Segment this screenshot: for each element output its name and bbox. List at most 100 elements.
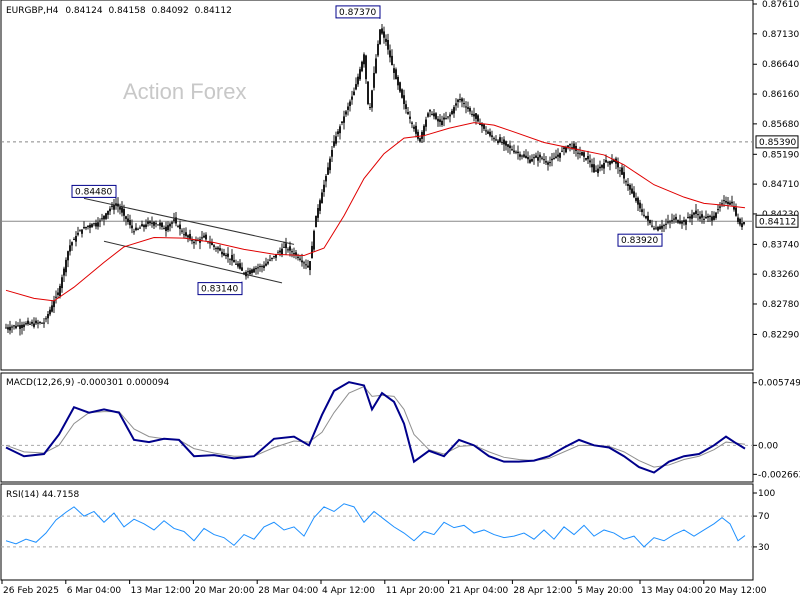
candle-body bbox=[405, 104, 407, 109]
candle-body bbox=[281, 248, 283, 255]
candle-body bbox=[603, 162, 605, 169]
candle bbox=[91, 223, 93, 228]
candle-body bbox=[337, 131, 339, 135]
candle bbox=[13, 324, 15, 330]
candle bbox=[23, 321, 25, 331]
candle-body bbox=[381, 28, 383, 34]
candle bbox=[217, 246, 219, 254]
candle bbox=[573, 141, 575, 154]
candle-body bbox=[277, 252, 279, 254]
candle bbox=[341, 121, 343, 126]
candle-body bbox=[553, 157, 555, 159]
candle bbox=[551, 153, 553, 167]
candle-body bbox=[295, 252, 297, 255]
candle-body bbox=[347, 106, 349, 110]
rsi-tick-label: 30 bbox=[758, 543, 770, 553]
candle-body bbox=[145, 224, 147, 228]
candle bbox=[343, 110, 345, 130]
candle-body bbox=[389, 50, 391, 58]
candle bbox=[469, 106, 471, 115]
candle-body bbox=[437, 118, 439, 122]
candle bbox=[167, 221, 169, 233]
candle bbox=[19, 318, 21, 336]
candle-body bbox=[449, 114, 451, 117]
price-annotation-box bbox=[617, 233, 663, 247]
candle bbox=[183, 227, 185, 239]
candle bbox=[325, 173, 327, 188]
price-annotation-label: 0.83140 bbox=[201, 285, 238, 295]
candle-body bbox=[213, 245, 215, 247]
candle-body bbox=[499, 137, 501, 142]
candle bbox=[21, 321, 23, 335]
candle bbox=[317, 204, 319, 222]
candle bbox=[433, 108, 435, 120]
candle-body bbox=[599, 166, 601, 169]
candle bbox=[219, 244, 221, 252]
candle bbox=[131, 219, 133, 234]
candle bbox=[379, 29, 381, 45]
candle bbox=[541, 156, 543, 161]
macd-signal-line bbox=[5, 385, 746, 468]
candle bbox=[59, 283, 61, 299]
candle-body bbox=[153, 221, 155, 226]
candle bbox=[589, 154, 591, 168]
candle-body bbox=[219, 248, 221, 251]
candle bbox=[225, 252, 227, 260]
candle-body bbox=[563, 147, 565, 150]
rsi-panel[interactable] bbox=[0, 483, 754, 581]
candle bbox=[185, 227, 187, 238]
candle bbox=[335, 131, 337, 146]
candle bbox=[651, 219, 653, 228]
candle-body bbox=[473, 114, 475, 117]
candle bbox=[413, 124, 415, 132]
candle bbox=[709, 214, 711, 222]
candle bbox=[637, 196, 639, 211]
candle bbox=[427, 111, 429, 118]
candle bbox=[503, 136, 505, 152]
candle bbox=[285, 237, 287, 255]
candle bbox=[377, 40, 379, 58]
candle bbox=[257, 263, 259, 275]
candle bbox=[521, 154, 523, 160]
candle bbox=[89, 222, 91, 234]
candle bbox=[93, 222, 95, 227]
candle-body bbox=[179, 224, 181, 229]
candle-body bbox=[547, 162, 549, 165]
candle-body bbox=[453, 107, 455, 114]
candle-body bbox=[185, 232, 187, 236]
candle-body bbox=[569, 143, 571, 146]
candle bbox=[671, 213, 673, 224]
candle bbox=[485, 126, 487, 136]
candle-body bbox=[249, 270, 251, 275]
candle bbox=[699, 211, 701, 222]
candle-body bbox=[591, 164, 593, 168]
candle-body bbox=[577, 152, 579, 154]
candle bbox=[329, 156, 331, 174]
candle bbox=[585, 157, 587, 161]
price-annotation-label: 0.87370 bbox=[339, 8, 376, 18]
rsi-tick-label: 100 bbox=[758, 489, 775, 499]
candle bbox=[429, 109, 431, 118]
candle-body bbox=[259, 266, 261, 268]
candle-body bbox=[595, 170, 597, 172]
candle bbox=[315, 215, 317, 228]
candle bbox=[735, 203, 737, 217]
candle bbox=[549, 156, 551, 167]
candle bbox=[479, 118, 481, 126]
candle-body bbox=[85, 226, 87, 229]
x-tick-label: 26 Feb 2025 bbox=[3, 586, 59, 596]
candle-body bbox=[653, 228, 655, 230]
candle bbox=[273, 255, 275, 259]
candle bbox=[431, 111, 433, 116]
candle-body bbox=[111, 205, 113, 207]
price-panel[interactable] bbox=[0, 0, 754, 371]
candle bbox=[179, 220, 181, 236]
candle bbox=[459, 93, 461, 103]
macd-panel[interactable] bbox=[0, 372, 754, 483]
candle bbox=[67, 250, 69, 268]
candle bbox=[163, 225, 165, 230]
candle-body bbox=[667, 221, 669, 223]
candle bbox=[661, 219, 663, 233]
candle-body bbox=[677, 220, 679, 223]
